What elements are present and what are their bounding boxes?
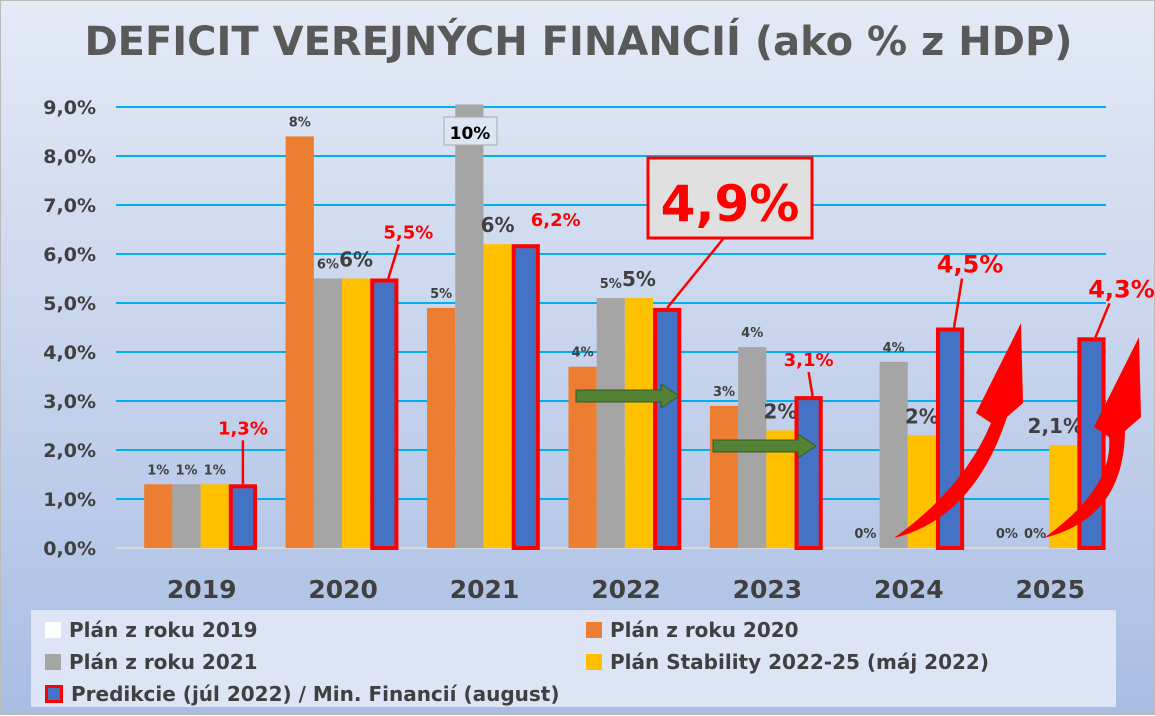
legend-label: Predikcie (júl 2022) / Min. Financií (au… xyxy=(71,682,560,706)
bar-2024-series-4 xyxy=(935,327,965,550)
x-tick-label: 2025 xyxy=(1015,575,1085,604)
data-label: 10% xyxy=(450,124,491,144)
data-label: 6,2% xyxy=(531,210,581,231)
data-label: 1% xyxy=(204,463,226,478)
data-label: 6% xyxy=(317,258,339,273)
legend-label: Plán Stability 2022-25 (máj 2022) xyxy=(610,650,989,674)
label-leader-line xyxy=(666,238,724,309)
y-tick-label: 2,0% xyxy=(43,440,96,462)
data-label: 4,3% xyxy=(1088,275,1155,303)
green-arrow-icon xyxy=(575,383,680,409)
chart-title: DEFICIT VEREJNÝCH FINANCIÍ (ako % z HDP) xyxy=(84,19,1073,65)
bar-2021-series-2 xyxy=(455,104,484,549)
data-label: 4% xyxy=(883,341,905,356)
label-leader-line xyxy=(1094,302,1111,338)
legend-swatch xyxy=(45,622,61,638)
data-label: 2% xyxy=(905,404,939,428)
x-tick-label: 2024 xyxy=(874,575,944,604)
y-tick-label: 1,0% xyxy=(43,489,96,511)
x-tick-label: 2020 xyxy=(308,575,378,604)
data-label: 5% xyxy=(600,277,622,292)
data-label: 8% xyxy=(289,115,311,130)
data-label: 4,5% xyxy=(937,251,1004,279)
bar-2022-series-3 xyxy=(624,298,654,548)
label-leader-line xyxy=(807,371,814,397)
data-label: 0% xyxy=(996,527,1018,542)
x-tick-label: 2021 xyxy=(450,575,520,604)
data-label: 2% xyxy=(763,399,797,423)
data-label: 1,3% xyxy=(218,418,268,439)
x-tick-label: 2019 xyxy=(167,575,237,604)
data-label: 0% xyxy=(854,527,876,542)
callout-label: 4,9% xyxy=(661,175,800,233)
data-label: 4% xyxy=(572,346,594,361)
callout-box xyxy=(646,156,814,240)
data-label: 5% xyxy=(430,287,452,302)
bar-2020-series-2 xyxy=(313,278,343,548)
data-label: 5,5% xyxy=(383,223,433,244)
y-tick-label: 0,0% xyxy=(43,538,96,560)
data-label: 5% xyxy=(622,267,656,291)
bar-2023-series-1 xyxy=(709,405,739,548)
data-label: 0% xyxy=(1024,527,1046,542)
data-label: 1% xyxy=(147,463,169,478)
red-up-arrow-icon xyxy=(894,323,1023,538)
y-tick-label: 3,0% xyxy=(43,391,96,413)
bar-2022-series-4 xyxy=(653,307,682,550)
y-tick-label: 6,0% xyxy=(43,244,96,266)
bar-2024-series-2 xyxy=(879,361,908,548)
bar-2019-series-4 xyxy=(228,484,258,550)
legend-swatch xyxy=(45,654,61,670)
y-tick-label: 9,0% xyxy=(43,97,96,119)
bar-2020-series-3 xyxy=(342,278,371,548)
bar-2019-series-3 xyxy=(200,484,229,548)
label-leader-line xyxy=(387,244,400,279)
bar-2020-series-1 xyxy=(285,136,314,548)
x-tick-label: 2022 xyxy=(591,575,661,604)
bar-2021-series-4 xyxy=(511,244,540,550)
legend-item: Plán z roku 2020 xyxy=(586,618,799,642)
y-tick-label: 5,0% xyxy=(43,293,96,315)
data-label: 3,1% xyxy=(784,350,834,371)
bar-2023-series-4 xyxy=(794,396,823,550)
legend-label: Plán z roku 2021 xyxy=(69,650,258,674)
legend-item: Plán Stability 2022-25 (máj 2022) xyxy=(586,650,989,674)
bar-2021-series-3 xyxy=(483,244,512,548)
legend-label: Plán z roku 2020 xyxy=(610,618,799,642)
data-label: 6% xyxy=(339,248,373,272)
bar-2021-series-1 xyxy=(427,307,456,548)
bar-2019-series-2 xyxy=(172,484,201,548)
bar-2022-series-2 xyxy=(596,298,625,548)
data-label: 4% xyxy=(741,326,763,341)
legend-item: Plán z roku 2019 xyxy=(45,618,258,642)
legend-label: Plán z roku 2019 xyxy=(69,618,258,642)
data-label-box xyxy=(443,116,498,146)
green-arrow-icon xyxy=(712,433,817,459)
data-label: 3% xyxy=(713,385,735,400)
legend-swatch xyxy=(586,622,602,638)
red-up-arrow-icon xyxy=(1044,337,1141,538)
label-leader-line xyxy=(952,278,964,328)
legend-swatch xyxy=(45,685,63,703)
data-label: 1% xyxy=(175,463,197,478)
y-tick-label: 4,0% xyxy=(43,342,96,364)
y-tick-label: 7,0% xyxy=(43,195,96,217)
y-tick-label: 8,0% xyxy=(43,146,96,168)
legend-item: Predikcie (júl 2022) / Min. Financií (au… xyxy=(45,682,560,706)
bar-2019-series-1 xyxy=(144,484,173,548)
data-label: 2,1% xyxy=(1028,414,1083,438)
bar-2020-series-4 xyxy=(370,278,399,550)
legend-item: Plán z roku 2021 xyxy=(45,650,258,674)
legend-swatch xyxy=(586,654,602,670)
legend: Plán z roku 2019 Plán z roku 2020 Plán z r… xyxy=(31,610,1116,707)
data-label: 6% xyxy=(481,213,515,237)
x-tick-label: 2023 xyxy=(733,575,803,604)
